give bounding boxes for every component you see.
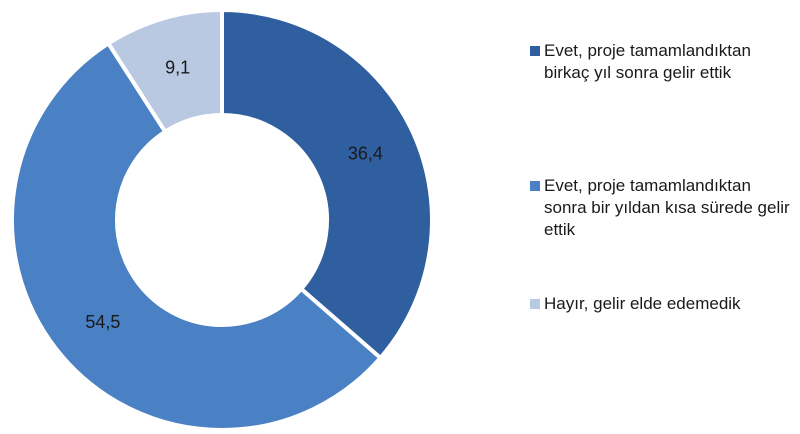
slice xyxy=(10,40,384,432)
legend-entry: Evet, proje tamamlandıktan birkaç yıl so… xyxy=(530,40,798,84)
legend-label: Evet, proje tamamlandıktan sonra bir yıl… xyxy=(544,176,790,239)
legend-swatch xyxy=(530,181,540,191)
legend-entry: Evet, proje tamamlandıktan sonra bir yıl… xyxy=(530,175,798,241)
legend-label: Hayır, gelir elde edemedik xyxy=(544,294,741,313)
legend-swatch xyxy=(530,299,540,309)
data-label: 54,5 xyxy=(85,312,120,332)
slice xyxy=(220,7,434,361)
legend-entry: Hayır, gelir elde edemedik xyxy=(530,293,798,315)
data-label: 36,4 xyxy=(348,143,383,163)
slice xyxy=(105,7,224,135)
legend-label: Evet, proje tamamlandıktan birkaç yıl so… xyxy=(544,41,751,82)
legend-swatch xyxy=(530,46,540,56)
donut: 36,4 54,5 9,1 xyxy=(10,7,434,432)
data-label: 9,1 xyxy=(165,58,190,78)
